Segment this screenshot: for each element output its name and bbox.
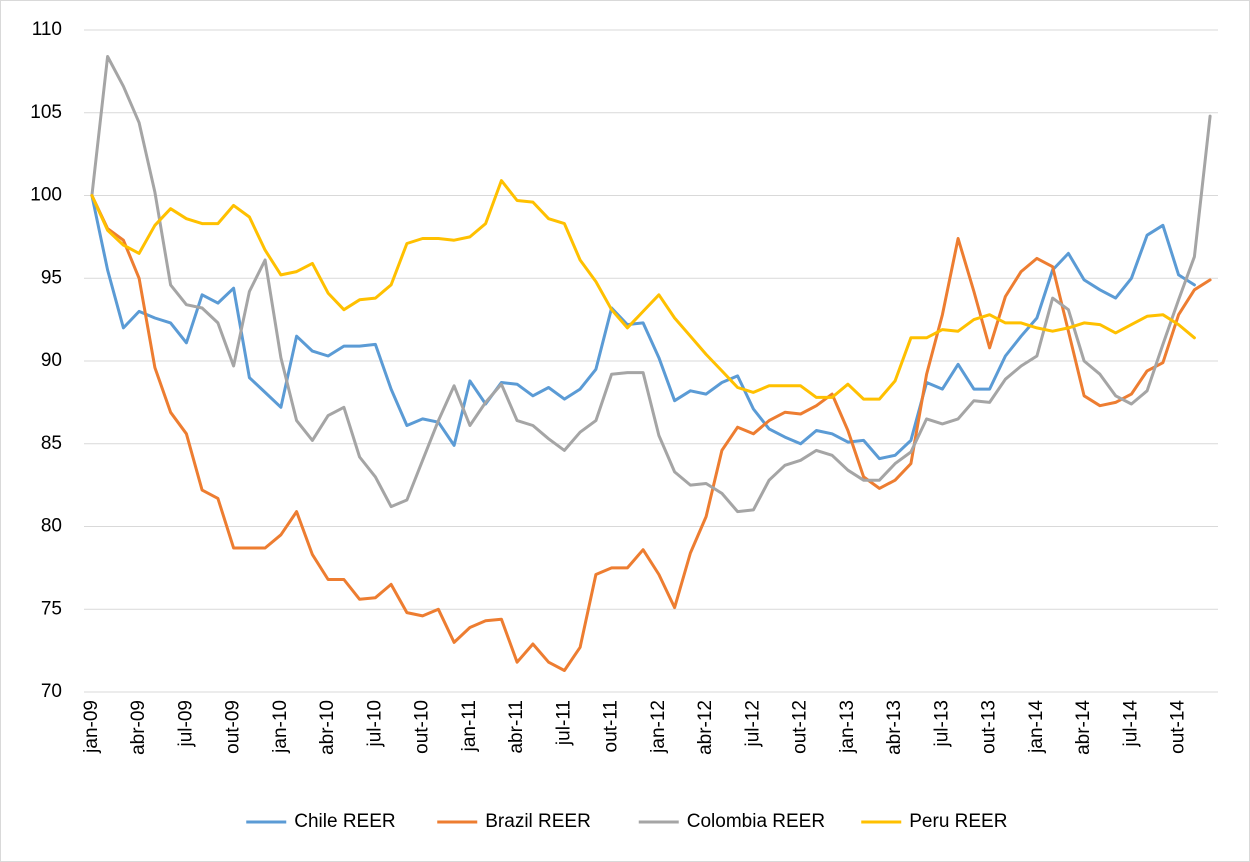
- y-tick-label: 80: [41, 516, 62, 537]
- x-tick-label: jul-14: [1120, 700, 1141, 748]
- x-tick-label: jul-12: [742, 700, 763, 747]
- x-tick-label: out-11: [601, 700, 622, 752]
- y-tick-label: 75: [41, 598, 62, 619]
- legend-label: Brazil REER: [485, 811, 591, 832]
- x-tick-label: abr-11: [506, 700, 527, 754]
- x-tick-label: out-14: [1168, 700, 1189, 754]
- x-tick-label: jul-11: [553, 700, 574, 746]
- x-tick-label: jan-12: [648, 700, 669, 754]
- y-tick-label: 100: [30, 185, 62, 206]
- x-tick-label: jul-13: [931, 700, 952, 747]
- x-tick-label: out-09: [223, 700, 244, 754]
- legend-label: Chile REER: [294, 811, 395, 832]
- series-line: [90, 194, 1196, 461]
- x-tick-label: jan-13: [837, 700, 858, 754]
- x-tick-label: abr-14: [1073, 700, 1094, 755]
- x-tick-label: jan-10: [270, 700, 291, 754]
- x-tick-label: jan-09: [81, 700, 102, 754]
- legend-label: Peru REER: [909, 811, 1007, 832]
- x-tick-label: jul-09: [175, 700, 196, 747]
- x-tick-label: jan-14: [1026, 700, 1047, 754]
- x-tick-label: out-12: [790, 700, 811, 754]
- x-tick-label: abr-12: [695, 700, 716, 755]
- x-tick-label: abr-09: [128, 700, 149, 755]
- x-tick-label: abr-10: [317, 700, 338, 755]
- y-tick-label: 85: [41, 433, 62, 454]
- x-tick-label: jan-11: [459, 700, 480, 752]
- x-tick-label: abr-13: [884, 700, 905, 755]
- series-line: [90, 55, 1212, 514]
- y-tick-label: 95: [41, 267, 62, 288]
- series-line: [90, 194, 1212, 672]
- y-tick-label: 110: [32, 19, 62, 40]
- y-tick-label: 90: [41, 350, 62, 371]
- x-tick-label: out-13: [979, 700, 1000, 754]
- y-tick-label: 105: [30, 102, 62, 123]
- series-line: [90, 179, 1196, 401]
- x-tick-label: jul-10: [364, 700, 385, 747]
- legend-label: Colombia REER: [687, 811, 825, 832]
- x-tick-label: out-10: [412, 700, 433, 754]
- y-tick-label: 70: [41, 681, 62, 702]
